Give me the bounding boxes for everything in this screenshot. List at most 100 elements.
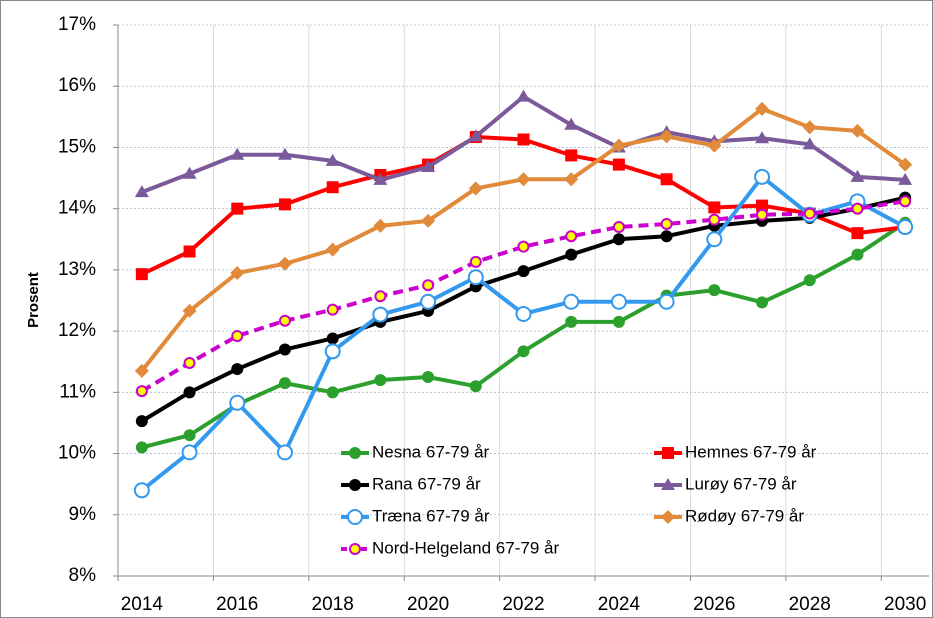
x-tick-label: 2028 xyxy=(789,594,831,615)
legend-marker xyxy=(661,478,675,490)
marker xyxy=(517,133,530,146)
marker xyxy=(515,305,532,322)
x-tick-label: 2014 xyxy=(121,594,164,615)
marker xyxy=(612,158,625,171)
marker xyxy=(133,482,150,499)
marker xyxy=(422,371,435,384)
y-axis-label: Prosent xyxy=(25,272,42,328)
marker xyxy=(278,377,291,390)
marker xyxy=(563,293,580,310)
marker xyxy=(803,207,816,220)
x-tick-label: 2016 xyxy=(216,594,258,615)
marker xyxy=(374,374,387,387)
marker xyxy=(660,173,673,186)
marker xyxy=(802,137,817,150)
x-tick-label: 2030 xyxy=(884,594,926,615)
marker xyxy=(182,166,197,179)
legend-marker xyxy=(347,509,363,525)
marker xyxy=(658,293,675,310)
marker xyxy=(421,160,436,173)
legend-marker xyxy=(349,479,361,491)
marker xyxy=(276,444,293,461)
marker xyxy=(756,296,769,309)
marker xyxy=(899,195,912,208)
legend-label: Nesna 67-79 år xyxy=(372,442,490,461)
y-tick-label: 15% xyxy=(58,136,96,157)
marker xyxy=(708,284,721,297)
legend-marker xyxy=(349,447,361,459)
marker xyxy=(517,240,530,253)
y-tick-label: 9% xyxy=(69,504,97,525)
marker xyxy=(325,242,340,257)
marker xyxy=(565,230,578,243)
marker xyxy=(516,89,531,102)
marker xyxy=(229,394,246,411)
marker xyxy=(565,149,578,162)
marker xyxy=(134,185,149,198)
marker xyxy=(564,117,579,130)
y-tick-label: 10% xyxy=(58,443,96,464)
marker xyxy=(660,230,673,243)
marker xyxy=(420,293,437,310)
marker xyxy=(850,169,865,182)
legend-label: Rana 67-79 år xyxy=(372,474,481,493)
marker xyxy=(851,227,864,240)
marker xyxy=(372,306,389,323)
x-tick-label: 2026 xyxy=(693,594,735,615)
y-tick-label: 11% xyxy=(59,381,96,402)
marker xyxy=(373,218,388,233)
marker xyxy=(183,356,196,369)
marker xyxy=(469,380,482,393)
marker xyxy=(421,213,436,228)
marker xyxy=(706,231,723,248)
marker xyxy=(181,444,198,461)
marker xyxy=(324,343,341,360)
marker xyxy=(565,248,578,261)
marker xyxy=(182,303,197,318)
marker xyxy=(756,199,769,212)
marker xyxy=(755,131,770,144)
marker xyxy=(326,303,339,316)
marker xyxy=(135,415,148,428)
marker xyxy=(517,265,530,278)
marker xyxy=(755,101,770,116)
marker xyxy=(231,363,244,376)
legend-label: Lurøy 67-79 år xyxy=(685,474,797,493)
marker xyxy=(277,147,292,160)
legend-label: Hemnes 67-79 år xyxy=(685,442,817,461)
y-tick-label: 16% xyxy=(58,75,96,96)
marker xyxy=(134,363,149,378)
y-tick-label: 8% xyxy=(69,565,97,586)
marker xyxy=(707,138,722,153)
legend-label: Træna 67-79 år xyxy=(372,506,490,525)
marker xyxy=(230,147,245,160)
marker xyxy=(897,219,914,236)
marker xyxy=(851,248,864,261)
marker xyxy=(135,268,148,281)
marker xyxy=(708,213,721,226)
marker xyxy=(516,172,531,187)
marker xyxy=(612,233,625,246)
marker xyxy=(326,332,339,345)
marker xyxy=(612,315,625,328)
marker xyxy=(851,202,864,215)
marker xyxy=(468,181,483,196)
marker xyxy=(802,120,817,135)
y-tick-label: 13% xyxy=(58,259,96,280)
marker xyxy=(517,345,530,358)
x-tick-label: 2022 xyxy=(502,594,544,615)
marker xyxy=(325,153,340,166)
legend-marker xyxy=(662,447,674,459)
marker xyxy=(803,274,816,287)
y-tick-label: 12% xyxy=(58,320,96,341)
marker xyxy=(898,157,913,172)
legend-label: Nord-Helgeland 67-79 år xyxy=(372,538,559,557)
y-tick-label: 14% xyxy=(58,198,96,219)
marker xyxy=(564,172,579,187)
marker xyxy=(135,441,148,454)
marker xyxy=(756,208,769,221)
legend-label: Rødøy 67-79 år xyxy=(685,506,804,525)
marker xyxy=(754,168,771,185)
x-tick-label: 2020 xyxy=(407,594,449,615)
